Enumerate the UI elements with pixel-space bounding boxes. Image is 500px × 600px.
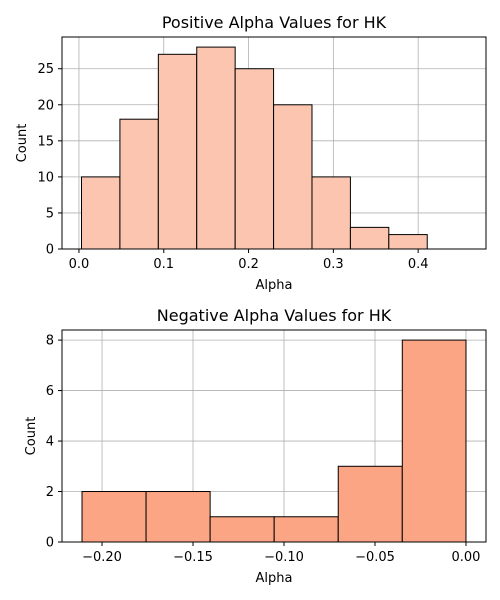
chart2-xtick-label-1: −0.15 xyxy=(173,550,213,565)
chart1-ytick-label-1: 5 xyxy=(46,206,54,221)
chart2-bar-5 xyxy=(401,339,467,543)
chart1-xtick-label-4: 0.4 xyxy=(408,257,429,272)
chart1-axes-frame xyxy=(61,36,487,250)
chart1-ytick-label-5: 25 xyxy=(37,62,54,77)
chart2-xtick-label-0: −0.20 xyxy=(82,550,122,565)
chart2-bar-0 xyxy=(81,491,147,543)
chart1-ytick-label-4: 20 xyxy=(37,98,54,113)
chart2-xtick-label-4: 0.00 xyxy=(452,550,481,565)
chart1-bar-5 xyxy=(273,104,313,250)
chart1-bar-3 xyxy=(196,46,236,250)
chart1-bar-2 xyxy=(157,53,198,250)
chart1-ylabel: Count xyxy=(15,124,30,163)
chart2-ytick-label-0: 0 xyxy=(46,536,54,551)
chart2-axes-frame xyxy=(61,329,487,543)
chart1-xtick-label-1: 0.1 xyxy=(153,257,174,272)
chart1-bar-7 xyxy=(349,226,390,250)
chart2-ytick-label-3: 6 xyxy=(46,384,54,399)
chart1-bar-1 xyxy=(119,118,159,250)
chart1-xlabel: Alpha xyxy=(256,278,293,293)
chart1-title: Positive Alpha Values for HK xyxy=(162,13,387,32)
chart2-title: Negative Alpha Values for HK xyxy=(157,306,392,325)
chart2-xlabel: Alpha xyxy=(256,571,293,586)
chart1-ytick-label-2: 10 xyxy=(37,170,54,185)
chart2-xtick-label-3: −0.05 xyxy=(355,550,395,565)
chart1-bar-8 xyxy=(388,234,428,250)
chart2-ylabel: Count xyxy=(24,417,39,456)
chart2-bar-2 xyxy=(209,516,275,543)
chart1-bar-6 xyxy=(311,176,351,250)
chart2-ytick-label-4: 8 xyxy=(46,334,54,349)
chart1-bar-4 xyxy=(234,68,275,250)
chart1-bar-0 xyxy=(81,176,121,250)
chart1-ytick-label-0: 0 xyxy=(46,243,54,258)
chart1-ytick-label-3: 15 xyxy=(37,134,54,149)
chart2-bar-3 xyxy=(273,516,339,543)
chart2-bar-4 xyxy=(337,465,403,543)
chart1-xtick-label-3: 0.3 xyxy=(323,257,344,272)
chart1-xtick-label-0: 0.0 xyxy=(69,257,90,272)
chart2-ytick-label-1: 2 xyxy=(46,485,54,500)
chart1-xtick-label-2: 0.2 xyxy=(238,257,259,272)
chart2-xtick-label-2: −0.10 xyxy=(264,550,304,565)
chart2-ytick-label-2: 4 xyxy=(46,435,54,450)
chart2-bar-1 xyxy=(145,491,211,543)
